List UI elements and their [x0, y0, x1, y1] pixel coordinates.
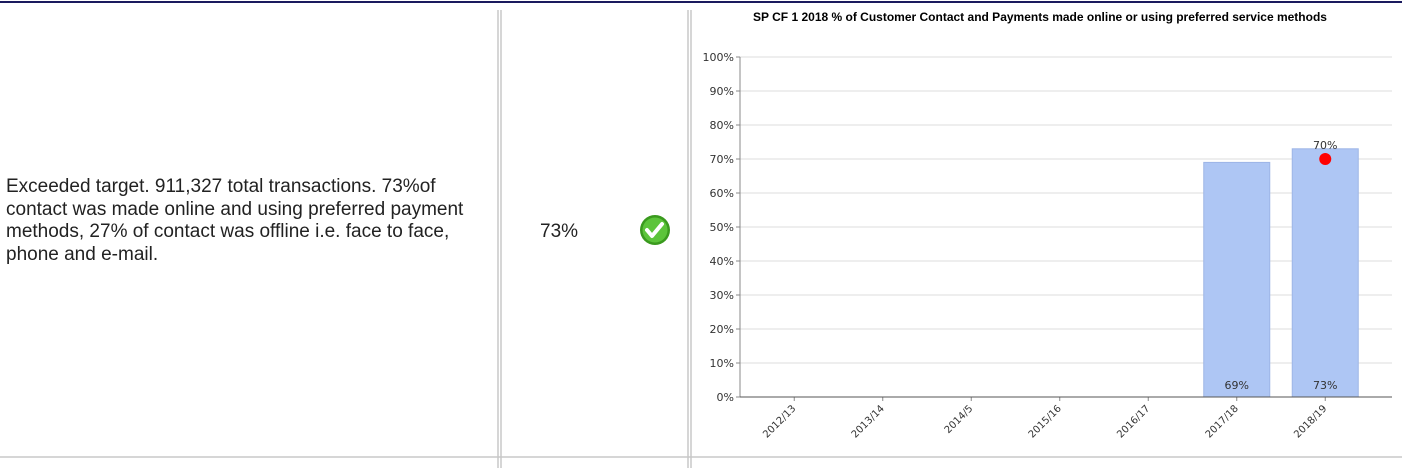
y-tick-label: 10% [710, 357, 734, 370]
target-label: 70% [1313, 139, 1337, 152]
x-tick-label: 2013/14 [850, 403, 887, 440]
x-tick-label: 2018/19 [1292, 403, 1329, 440]
y-tick-label: 80% [710, 119, 734, 132]
target-marker [1319, 153, 1332, 165]
x-tick-label: 2012/13 [761, 403, 798, 440]
value-label: 69% [1225, 379, 1249, 392]
y-tick-label: 30% [710, 289, 734, 302]
check-icon [640, 215, 670, 245]
y-tick-label: 100% [703, 51, 734, 64]
y-tick-label: 40% [710, 255, 734, 268]
x-tick-label: 2017/18 [1204, 403, 1241, 440]
chart-title: SP CF 1 2018 % of Customer Contact and P… [753, 10, 1327, 24]
x-tick-label: 2016/17 [1115, 403, 1152, 440]
x-tick-label: 2014/5 [943, 403, 976, 436]
y-tick-label: 50% [710, 221, 734, 234]
value-label: 73% [1313, 379, 1337, 392]
actual-value: 73% [540, 221, 579, 242]
y-tick-label: 70% [710, 153, 734, 166]
y-tick-label: 0% [717, 391, 734, 404]
y-tick-label: 90% [710, 85, 734, 98]
bar [1203, 161, 1271, 398]
bar [1291, 148, 1359, 398]
y-tick-label: 60% [710, 187, 734, 200]
y-tick-label: 20% [710, 323, 734, 336]
x-tick-label: 2015/16 [1027, 403, 1064, 440]
comment: Exceeded target. 911,327 total transacti… [6, 176, 464, 266]
